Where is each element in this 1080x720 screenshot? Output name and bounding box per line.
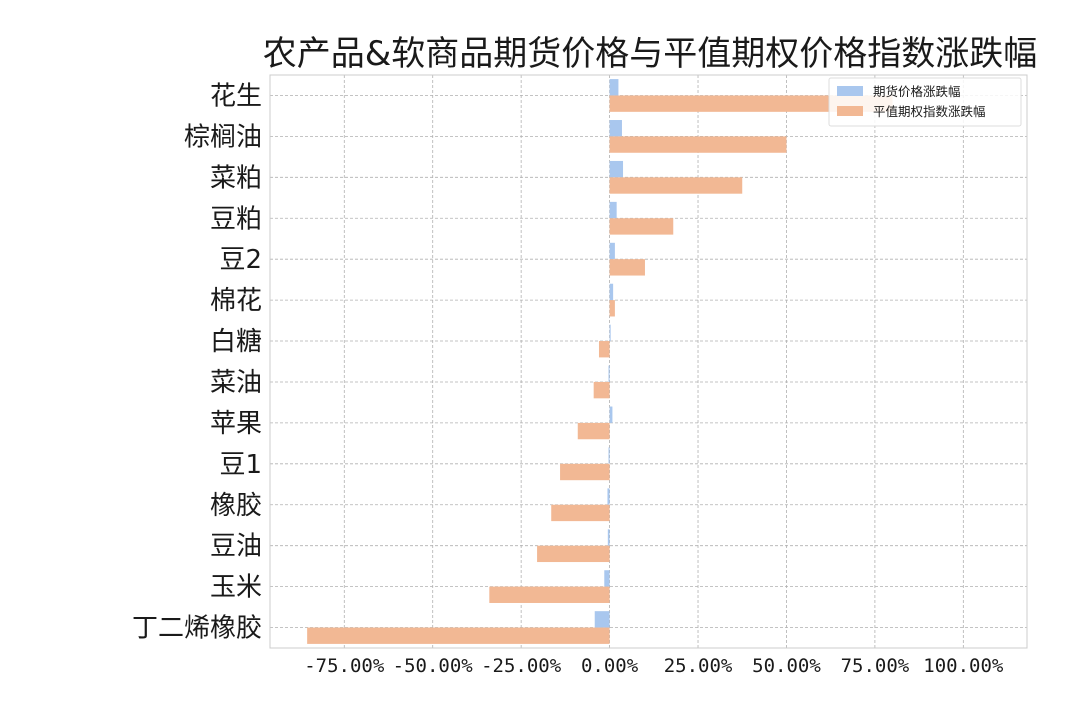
futures-bar-5 — [609, 283, 614, 301]
futures-bar-1 — [609, 120, 622, 137]
y-tick-label: 豆2 — [219, 245, 262, 275]
futures-bar-8 — [609, 406, 613, 423]
x-tick-label: -50.00% — [393, 655, 474, 677]
options-bar-0 — [609, 95, 893, 112]
chart-title: 农产品&软商品期货价格与平值期权价格指数涨跌幅 — [263, 34, 1038, 74]
x-tick-label: 50.00% — [752, 655, 821, 677]
futures-bar-4 — [609, 242, 615, 260]
bars — [307, 79, 893, 644]
x-tick-labels: -75.00% -50.00% -25.00% 0.00% 25.00% 50.00% 75… — [304, 655, 1004, 677]
y-tick-label: 棕榈油 — [184, 122, 262, 152]
y-tick-label: 豆粕 — [210, 204, 262, 234]
legend: 期货价格涨跌幅 平值期权指数涨跌幅 — [828, 77, 1022, 127]
options-bar-13 — [307, 627, 610, 644]
x-tick-label: 0.00% — [581, 655, 639, 677]
futures-bar-12 — [604, 570, 610, 587]
legend-swatch-options — [837, 106, 863, 116]
options-bar-12 — [489, 586, 610, 603]
y-tick-label: 棉花 — [210, 286, 262, 316]
options-bar-5 — [609, 300, 615, 317]
y-tick-label: 菜粕 — [210, 163, 262, 193]
legend-label-futures: 期货价格涨跌幅 — [873, 84, 961, 99]
options-bar-6 — [598, 341, 610, 358]
options-bar-8 — [577, 422, 610, 440]
futures-bar-11 — [607, 529, 610, 546]
legend-swatch-futures — [837, 86, 863, 96]
futures-bar-6 — [609, 324, 611, 342]
futures-bar-10 — [607, 488, 610, 505]
x-tick-label: 25.00% — [664, 655, 733, 677]
options-bar-9 — [560, 463, 610, 481]
x-tick-label: 75.00% — [841, 655, 910, 677]
options-bar-3 — [609, 218, 674, 235]
x-tick-label: -75.00% — [304, 655, 385, 677]
y-tick-label: 花生 — [210, 81, 262, 111]
y-tick-label: 橡胶 — [210, 491, 262, 521]
futures-bar-2 — [609, 160, 624, 178]
options-bar-10 — [551, 504, 610, 522]
futures-bar-13 — [594, 611, 610, 628]
y-tick-label: 苹果 — [210, 409, 262, 439]
options-bar-7 — [593, 381, 610, 399]
y-tick-label: 菜油 — [210, 368, 262, 398]
y-tick-label: 玉米 — [210, 573, 262, 603]
futures-bar-3 — [609, 201, 617, 219]
futures-bar-0 — [609, 79, 619, 96]
x-tick-label: 100.00% — [923, 655, 1004, 677]
legend-label-options: 平值期权指数涨跌幅 — [873, 104, 986, 119]
grid-lines — [270, 75, 1027, 648]
futures-bar-9 — [608, 447, 610, 464]
options-bar-11 — [537, 545, 610, 563]
x-tick-label: -25.00% — [481, 655, 562, 677]
y-tick-label: 丁二烯橡胶 — [132, 614, 262, 644]
options-bar-2 — [609, 177, 743, 194]
legend-box — [828, 77, 1022, 127]
futures-bar-7 — [608, 365, 610, 382]
y-tick-label: 白糖 — [210, 327, 262, 357]
y-tick-label: 豆油 — [210, 532, 262, 562]
options-bar-4 — [609, 259, 645, 276]
plot-frame — [269, 74, 1028, 649]
y-tick-label: 豆1 — [219, 450, 262, 480]
options-bar-1 — [609, 136, 787, 153]
